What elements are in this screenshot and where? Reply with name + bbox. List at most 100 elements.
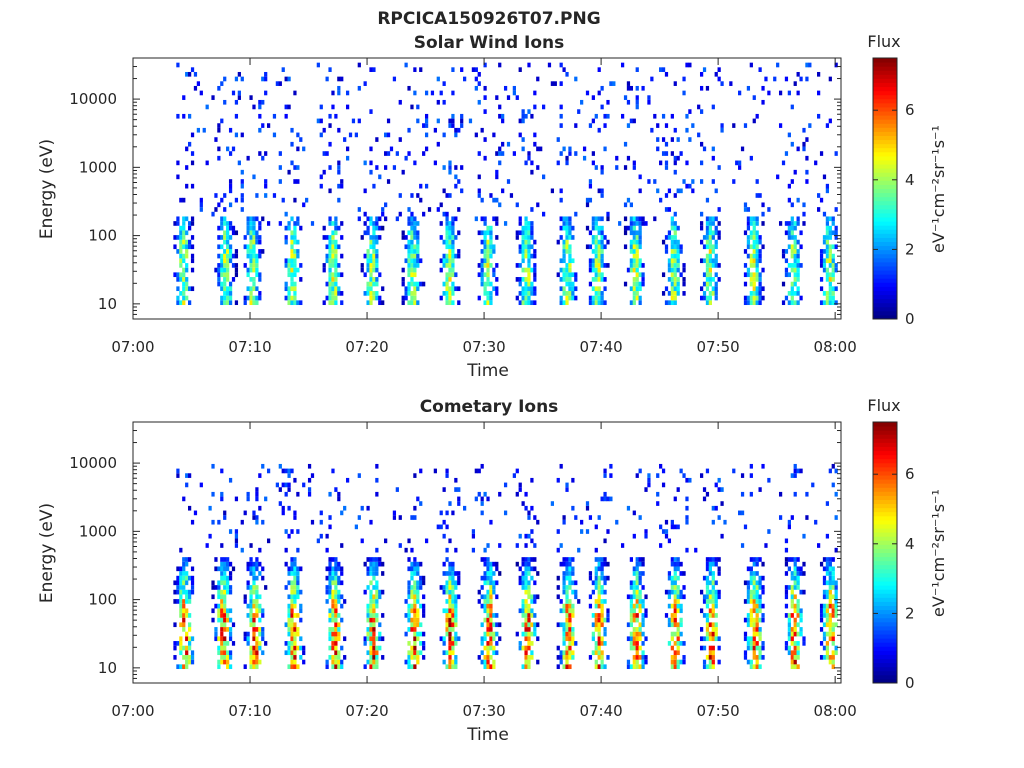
heatmap-cell — [796, 557, 800, 562]
heatmap-cell — [679, 272, 683, 278]
heatmap-cell — [521, 249, 525, 254]
heatmap-cell — [439, 585, 443, 590]
heatmap-cell — [410, 249, 414, 254]
heatmap-cell — [190, 67, 195, 72]
heatmap-cell — [515, 491, 519, 497]
heatmap-cell — [597, 650, 601, 656]
heatmap-cell — [702, 258, 707, 264]
heatmap-cell — [199, 482, 203, 488]
heatmap-cell — [515, 230, 519, 236]
heatmap-cell — [413, 249, 417, 254]
heatmap-cell — [626, 197, 631, 203]
heatmap-cell — [226, 267, 230, 273]
heatmap-cell — [489, 617, 493, 623]
heatmap-cell — [527, 244, 531, 250]
heatmap-cell — [521, 571, 525, 576]
heatmap-cell — [673, 221, 677, 226]
heatmap-cell — [188, 113, 192, 119]
heatmap-cell — [562, 146, 566, 152]
heatmap-cell — [290, 631, 294, 637]
heatmap-cell — [600, 650, 604, 656]
heatmap-cell — [831, 557, 835, 562]
heatmap-cell — [290, 655, 294, 660]
heatmap-cell — [287, 258, 291, 264]
heatmap-cell — [401, 281, 405, 287]
heatmap-cell — [220, 608, 224, 614]
colorbar-segment — [873, 613, 897, 619]
heatmap-cell — [588, 295, 593, 301]
heatmap-cell — [822, 622, 827, 628]
heatmap-cell — [834, 235, 838, 240]
heatmap-cell — [825, 580, 830, 586]
heatmap-cell — [702, 295, 707, 301]
heatmap-cell — [676, 636, 680, 642]
heatmap-cell — [755, 603, 759, 609]
heatmap-cell — [413, 608, 417, 614]
heatmap-cell — [562, 589, 566, 595]
heatmap-cell — [486, 641, 490, 646]
heatmap-cell — [828, 585, 832, 590]
heatmap-cell — [819, 258, 824, 264]
heatmap-cell — [635, 594, 639, 600]
heatmap-cell — [243, 300, 247, 306]
heatmap-cell — [217, 608, 221, 614]
heatmap-cell — [252, 664, 256, 670]
heatmap-cell — [773, 76, 777, 82]
heatmap-cell — [477, 655, 481, 660]
heatmap-cell — [413, 235, 417, 240]
heatmap-cell — [258, 561, 262, 567]
heatmap-cell — [249, 225, 253, 231]
heatmap-cell — [407, 627, 411, 632]
heatmap-cell — [796, 608, 800, 614]
heatmap-cell — [802, 146, 806, 152]
heatmap-cell — [667, 277, 672, 282]
heatmap-cell — [445, 244, 449, 250]
heatmap-cell — [284, 76, 288, 82]
heatmap-cell — [565, 645, 569, 651]
heatmap-cell — [483, 561, 487, 567]
heatmap-cell — [363, 221, 367, 226]
heatmap-cell — [524, 225, 528, 231]
heatmap-cell — [594, 585, 598, 590]
heatmap-cell — [343, 655, 347, 660]
heatmap-cell — [738, 165, 742, 170]
heatmap-cell — [410, 608, 414, 614]
heatmap-cell — [363, 664, 367, 670]
heatmap-cell — [322, 263, 326, 268]
heatmap-cell — [822, 258, 827, 264]
heatmap-cell — [676, 291, 680, 296]
heatmap-cell — [597, 580, 601, 586]
heatmap-cell — [533, 566, 537, 572]
heatmap-cell — [580, 519, 584, 525]
heatmap-cell — [600, 636, 604, 642]
heatmap-cell — [337, 286, 341, 292]
heatmap-cell — [486, 225, 490, 231]
heatmap-cell — [559, 650, 563, 656]
heatmap-cell — [284, 622, 288, 628]
heatmap-cell — [185, 655, 189, 660]
heatmap-cell — [524, 221, 528, 226]
heatmap-cell — [758, 645, 762, 651]
heatmap-cell — [340, 571, 344, 576]
heatmap-cell — [638, 636, 642, 642]
heatmap-cell — [834, 62, 838, 68]
heatmap-cell — [190, 244, 195, 250]
heatmap-cell — [492, 622, 496, 628]
heatmap-cell — [603, 557, 607, 562]
heatmap-cell — [243, 235, 247, 240]
heatmap-cell — [290, 603, 294, 609]
heatmap-cell — [787, 557, 791, 562]
heatmap-cell — [381, 589, 385, 595]
heatmap-cell — [600, 585, 604, 590]
heatmap-cell — [714, 627, 718, 632]
heatmap-cell — [188, 636, 192, 642]
heatmap-cell — [234, 113, 239, 119]
heatmap-cell — [629, 664, 633, 670]
heatmap-cell — [316, 118, 320, 124]
heatmap-cell — [410, 664, 414, 670]
heatmap-cell — [533, 286, 537, 292]
heatmap-cell — [375, 664, 379, 670]
heatmap-cell — [290, 650, 294, 656]
heatmap-cell — [293, 258, 297, 264]
heatmap-cell — [375, 571, 379, 576]
